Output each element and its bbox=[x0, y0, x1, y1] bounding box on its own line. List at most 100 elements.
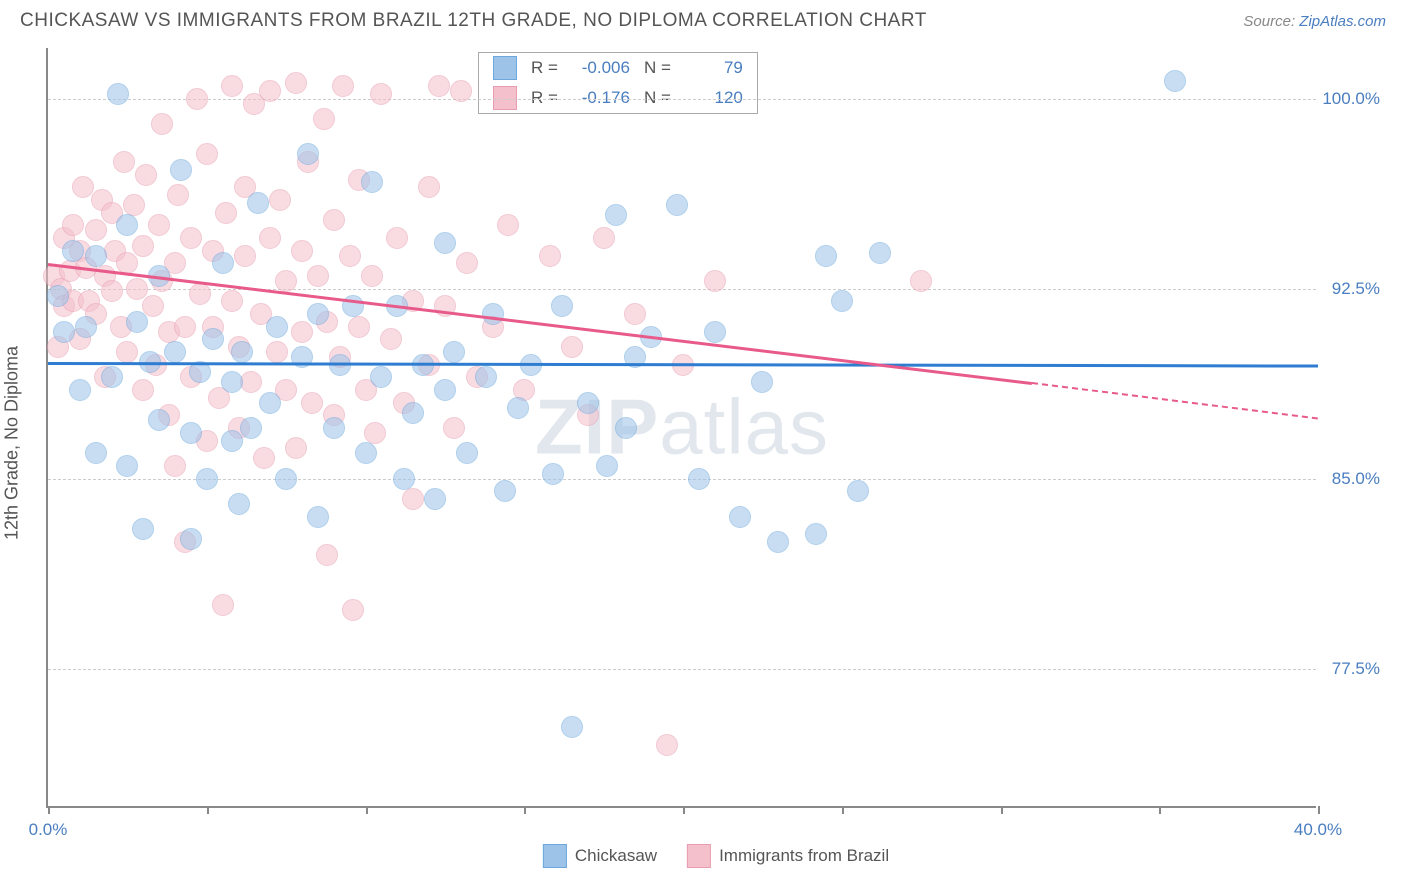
data-point bbox=[307, 506, 329, 528]
data-point bbox=[361, 171, 383, 193]
data-point bbox=[869, 242, 891, 264]
swatch-series1 bbox=[543, 844, 567, 868]
data-point bbox=[348, 316, 370, 338]
data-point bbox=[135, 164, 157, 186]
data-point bbox=[148, 409, 170, 431]
data-point bbox=[202, 328, 224, 350]
data-point bbox=[126, 278, 148, 300]
data-point bbox=[113, 151, 135, 173]
data-point bbox=[751, 371, 773, 393]
data-point bbox=[593, 227, 615, 249]
data-point bbox=[297, 143, 319, 165]
data-point bbox=[221, 371, 243, 393]
source-link[interactable]: ZipAtlas.com bbox=[1299, 13, 1386, 30]
data-point bbox=[186, 88, 208, 110]
data-point bbox=[847, 480, 869, 502]
data-point bbox=[85, 245, 107, 267]
y-tick-label: 92.5% bbox=[1332, 279, 1380, 299]
plot-container: 12th Grade, No Diploma ZIPatlas R = -0.0… bbox=[46, 48, 1386, 838]
data-point bbox=[196, 143, 218, 165]
r-value-series1: -0.006 bbox=[572, 58, 630, 78]
data-point bbox=[132, 518, 154, 540]
data-point bbox=[266, 341, 288, 363]
data-point bbox=[307, 303, 329, 325]
n-value-series1: 79 bbox=[685, 58, 743, 78]
data-point bbox=[539, 245, 561, 267]
y-tick-label: 85.0% bbox=[1332, 469, 1380, 489]
data-point bbox=[482, 303, 504, 325]
data-point bbox=[132, 379, 154, 401]
y-tick-label: 100.0% bbox=[1322, 89, 1380, 109]
y-axis-label: 12th Grade, No Diploma bbox=[2, 346, 23, 540]
data-point bbox=[596, 455, 618, 477]
data-point bbox=[1164, 70, 1186, 92]
watermark-bold: ZIP bbox=[535, 383, 659, 471]
data-point bbox=[174, 316, 196, 338]
data-point bbox=[666, 194, 688, 216]
data-point bbox=[380, 328, 402, 350]
data-point bbox=[497, 214, 519, 236]
data-point bbox=[259, 80, 281, 102]
data-point bbox=[805, 523, 827, 545]
data-point bbox=[285, 72, 307, 94]
stats-legend: R = -0.006 N = 79 R = -0.176 N = 120 bbox=[478, 52, 758, 114]
data-point bbox=[418, 176, 440, 198]
data-point bbox=[291, 321, 313, 343]
data-point bbox=[434, 379, 456, 401]
data-point bbox=[424, 488, 446, 510]
swatch-series2 bbox=[687, 844, 711, 868]
x-tick-label: 0.0% bbox=[29, 820, 68, 840]
data-point bbox=[494, 480, 516, 502]
data-point bbox=[291, 240, 313, 262]
data-point bbox=[196, 468, 218, 490]
data-point bbox=[393, 468, 415, 490]
data-point bbox=[561, 336, 583, 358]
data-point bbox=[116, 455, 138, 477]
x-tick bbox=[683, 806, 685, 814]
data-point bbox=[355, 442, 377, 464]
data-point bbox=[116, 341, 138, 363]
gridline bbox=[48, 99, 1316, 100]
data-point bbox=[370, 83, 392, 105]
data-point bbox=[402, 402, 424, 424]
data-point bbox=[815, 245, 837, 267]
data-point bbox=[132, 235, 154, 257]
data-point bbox=[323, 209, 345, 231]
data-point bbox=[247, 192, 269, 214]
data-point bbox=[221, 75, 243, 97]
data-point bbox=[266, 316, 288, 338]
data-point bbox=[475, 366, 497, 388]
data-point bbox=[704, 270, 726, 292]
data-point bbox=[605, 204, 627, 226]
x-tick bbox=[48, 806, 50, 814]
data-point bbox=[170, 159, 192, 181]
data-point bbox=[47, 285, 69, 307]
data-point bbox=[231, 341, 253, 363]
data-point bbox=[151, 113, 173, 135]
legend-item-series1: Chickasaw bbox=[543, 844, 657, 868]
data-point bbox=[656, 734, 678, 756]
n-label: N = bbox=[644, 58, 671, 78]
data-point bbox=[561, 716, 583, 738]
data-point bbox=[259, 392, 281, 414]
trend-line bbox=[1032, 382, 1318, 419]
data-point bbox=[443, 417, 465, 439]
data-point bbox=[221, 430, 243, 452]
data-point bbox=[240, 371, 262, 393]
data-point bbox=[323, 417, 345, 439]
data-point bbox=[212, 252, 234, 274]
x-tick bbox=[1001, 806, 1003, 814]
header: CHICKASAW VS IMMIGRANTS FROM BRAZIL 12TH… bbox=[0, 0, 1406, 40]
data-point bbox=[85, 442, 107, 464]
data-point bbox=[164, 341, 186, 363]
data-point bbox=[180, 528, 202, 550]
data-point bbox=[402, 488, 424, 510]
data-point bbox=[167, 184, 189, 206]
series1-name: Chickasaw bbox=[575, 846, 657, 866]
data-point bbox=[704, 321, 726, 343]
data-point bbox=[148, 214, 170, 236]
legend-item-series2: Immigrants from Brazil bbox=[687, 844, 889, 868]
data-point bbox=[101, 280, 123, 302]
x-tick bbox=[524, 806, 526, 814]
swatch-series1 bbox=[493, 56, 517, 80]
